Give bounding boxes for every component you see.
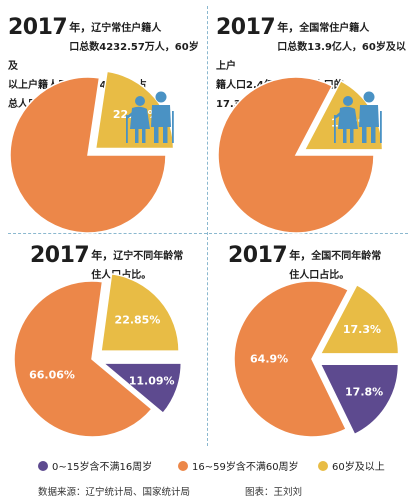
- legend-label: 0~15岁含不满16周岁: [52, 462, 153, 473]
- heading-line: 年，全国不同年龄常: [289, 249, 382, 262]
- elderly-couple-icon: [126, 91, 174, 143]
- pie-slice-old: [100, 272, 180, 352]
- slice-label-young: 11.09%: [129, 375, 175, 388]
- pie-chart-national-age-groups: 17.8% 64.9% 17.3%: [233, 280, 400, 438]
- year-suffix: 年，: [91, 249, 114, 262]
- heading-line: 年，辽宁常住户籍人: [69, 21, 162, 34]
- year-label: 2017: [8, 15, 68, 40]
- legend-item-young: 0~15岁含不满16周岁: [38, 458, 152, 473]
- pie-slice-old: [319, 283, 400, 355]
- heading-line: 口总数13.9亿人，60岁及以上户: [216, 42, 406, 72]
- legend-swatch: [178, 460, 188, 471]
- heading-line: 年，全国常住户籍人: [277, 21, 370, 34]
- pie-slice-mid: [233, 280, 350, 438]
- slice-label-old: 22.85%: [115, 313, 161, 326]
- panel-heading: 2017 年，辽宁不同年龄常 住人口占比。: [30, 244, 200, 282]
- year-label: 2017: [228, 243, 288, 268]
- horizontal-divider: [8, 233, 408, 234]
- pie-chart-liaoning-elderly: 22.65%: [9, 70, 175, 234]
- pie-slice-young: [319, 363, 400, 436]
- pie-slice-young: [101, 362, 183, 415]
- slice-label-old: 17.3%: [343, 323, 381, 336]
- slice-label-mid: 64.9%: [250, 352, 288, 365]
- legend-item-old: 60岁及以上: [318, 458, 385, 473]
- legend-label: 16~59岁含不满60周岁: [192, 462, 299, 473]
- year-label: 2017: [216, 15, 276, 40]
- panel-national-elderly: 2017 年，全国常住户籍人 口总数13.9亿人，60岁及以上户 籍人口2.4亿…: [208, 0, 416, 234]
- chart-credit: 图表：王刘刘: [245, 487, 303, 498]
- elderly-couple-icon: [334, 91, 382, 143]
- year-label: 2017: [30, 243, 90, 268]
- slice-label-mid: 66.06%: [29, 368, 75, 381]
- legend-item-mid: 16~59岁含不满60周岁: [178, 458, 299, 473]
- year-suffix: 年，: [277, 21, 300, 34]
- pie-chart-liaoning-age-groups: 11.09% 66.06% 22.85%: [13, 272, 183, 438]
- year-suffix: 年，: [289, 249, 312, 262]
- pie-slice-mid: [13, 280, 153, 438]
- heading-line: 口总数4232.57万人，60岁及: [8, 42, 199, 72]
- heading-line: 住人口占比。: [289, 270, 350, 281]
- slice-label-young: 17.8%: [345, 386, 383, 399]
- panel-liaoning-elderly: 2017 年，辽宁常住户籍人 口总数4232.57万人，60岁及 以上户籍人口9…: [0, 0, 207, 234]
- legend-swatch: [318, 460, 328, 471]
- data-source: 数据来源：辽宁统计局、国家统计局: [38, 487, 191, 498]
- vertical-divider: [207, 6, 208, 446]
- panel-heading: 2017 年，全国不同年龄常 住人口占比。: [228, 244, 408, 282]
- heading-line: 年，辽宁不同年龄常: [91, 249, 184, 262]
- legend-label: 60岁及以上: [332, 462, 385, 473]
- panel-national-age-groups: 2017 年，全国不同年龄常 住人口占比。 17.8% 64.9% 17.3%: [208, 234, 416, 452]
- year-suffix: 年，: [69, 21, 92, 34]
- legend: 0~15岁含不满16周岁 16~59岁含不满60周岁 60岁及以上: [0, 458, 416, 474]
- legend-swatch: [38, 460, 48, 471]
- pie-slice-other: [217, 76, 375, 234]
- pie-chart-national-elderly: 17.3%: [217, 76, 384, 234]
- pie-slice-other: [9, 76, 167, 234]
- panel-liaoning-age-groups: 2017 年，辽宁不同年龄常 住人口占比。 11.09% 66.06% 22.85%: [0, 234, 207, 452]
